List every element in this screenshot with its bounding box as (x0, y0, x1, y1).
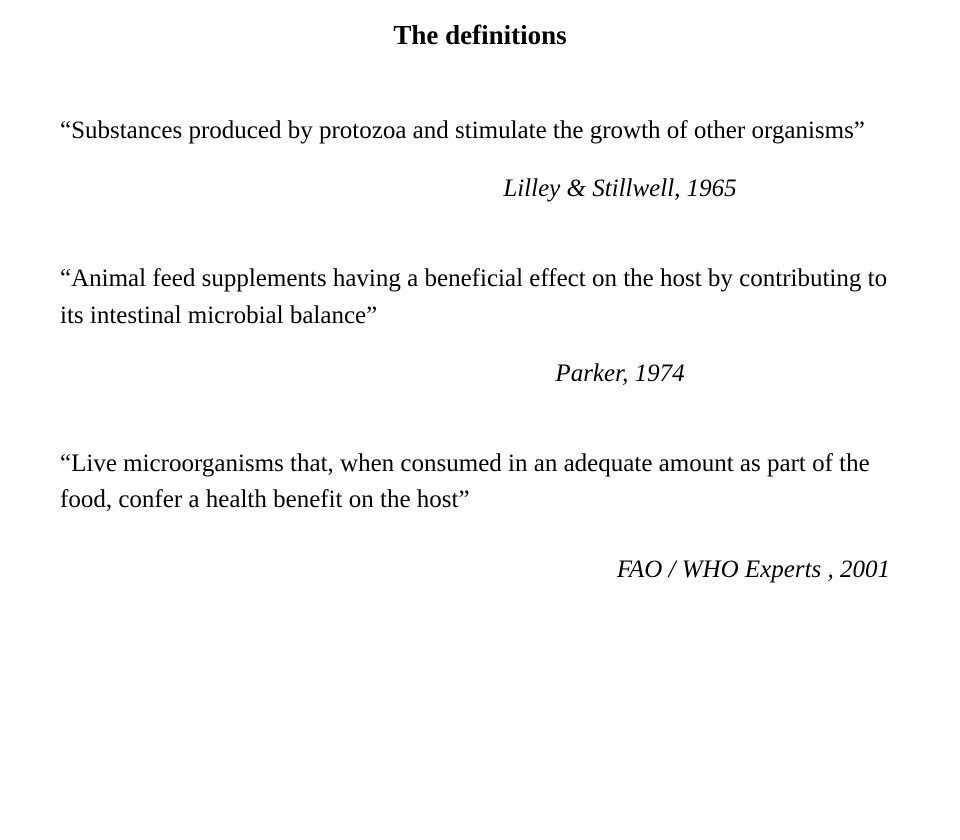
definition-text: “Live microorganisms that, when consumed… (60, 446, 900, 519)
definition-text: “Animal feed supplements having a benefi… (60, 261, 900, 334)
definition-source: Parker, 1974 (60, 360, 900, 388)
definition-block: “Animal feed supplements having a benefi… (60, 261, 900, 388)
definition-text: “Substances produced by protozoa and sti… (60, 113, 900, 149)
definition-block: “Substances produced by protozoa and sti… (60, 113, 900, 203)
definition-source: Lilley & Stillwell, 1965 (60, 175, 900, 203)
definition-source: FAO / WHO Experts , 2001 (60, 556, 900, 584)
definition-block: “Live microorganisms that, when consumed… (60, 446, 900, 585)
document-page: The definitions “Substances produced by … (0, 0, 960, 840)
page-title: The definitions (60, 20, 900, 51)
